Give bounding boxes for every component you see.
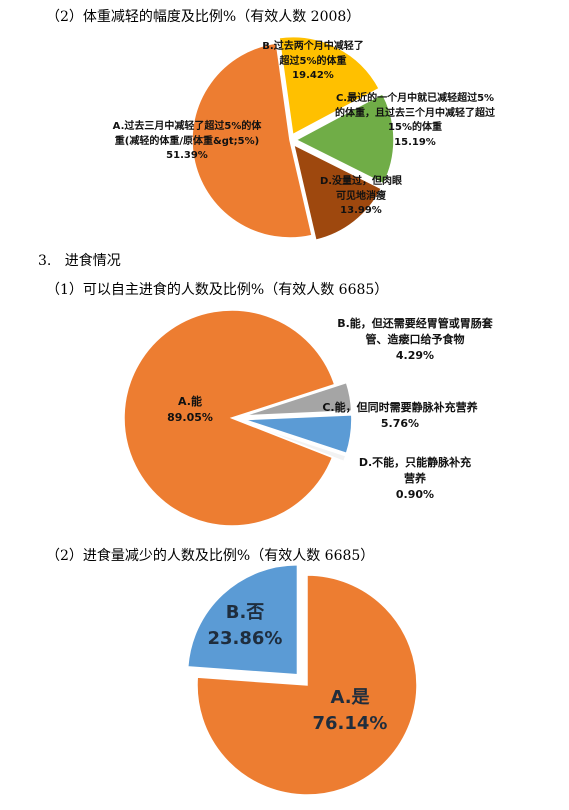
slice-label: A.是 76.14% <box>295 685 405 737</box>
slice-label: B.过去两个月中减轻了超过5%的体重 19.42% <box>258 40 368 84</box>
slice-value: 15.19% <box>394 136 436 148</box>
slice-category: D.没量过，但肉眼可见地消瘦 <box>319 176 403 202</box>
pie-slice <box>243 414 353 455</box>
heading: 3. 进食情况 <box>38 253 121 269</box>
slice-label: A.能 89.05% <box>140 394 240 426</box>
slice-label: C.最近的一个月中就已减轻超过5%的体重，且过去三个月中减轻了超过15%的体重 1… <box>335 92 495 150</box>
slice-category: D.不能，只能静脉补充营养 <box>358 456 472 485</box>
slice-category: A.是 <box>330 687 370 708</box>
slice-category: A.过去三月中减轻了超过5%的体重(减轻的体重/原体重&gt;5%) <box>112 121 262 147</box>
slice-value: 5.76% <box>380 416 420 430</box>
slice-category: B.过去两个月中减轻了超过5%的体重 <box>262 41 364 67</box>
slice-category: B.能，但还需要经胃管或胃肠套管、造瘘口给予食物 <box>337 317 493 346</box>
slice-value: 19.42% <box>292 70 334 81</box>
slice-label: B.能，但还需要经胃管或胃肠套管、造瘘口给予食物 4.29% <box>330 316 500 364</box>
slice-label: B.否 23.86% <box>190 600 300 652</box>
slice-value: 0.90% <box>395 487 435 501</box>
slice-value: 76.14% <box>312 713 388 735</box>
pie-slice <box>186 564 299 676</box>
slice-label: D.不能，只能静脉补充营养 0.90% <box>355 455 475 503</box>
heading: （2）体重减轻的幅度及比例%（有效人数 2008） <box>46 9 361 25</box>
slice-category: C.能，但同时需要静脉补充营养 <box>322 401 478 414</box>
heading: （1）可以自主进食的人数及比例%（有效人数 6685） <box>46 282 389 298</box>
pie-slice <box>243 381 353 417</box>
pie-slice <box>191 42 313 239</box>
slice-value: 89.05% <box>167 410 213 424</box>
slice-value: 13.99% <box>340 205 382 216</box>
slice-category: C.最近的一个月中就已减轻超过5%的体重，且过去三个月中减轻了超过15%的体重 <box>335 93 495 133</box>
pie-slice <box>196 574 418 796</box>
slice-category: A.能 <box>178 395 202 408</box>
pie-slice <box>294 92 395 185</box>
slice-value: 23.86% <box>207 628 283 650</box>
heading: （2）进食量减少的人数及比例%（有效人数 6685） <box>46 548 375 564</box>
slice-value: 51.39% <box>166 150 208 161</box>
slice-label: A.过去三月中减轻了超过5%的体重(减轻的体重/原体重&gt;5%) 51.39% <box>112 120 262 164</box>
slice-category: B.否 <box>225 602 265 623</box>
pie-slice <box>123 309 336 527</box>
pie-slice <box>278 35 381 136</box>
slice-value: 4.29% <box>395 348 435 362</box>
slice-label: D.没量过，但肉眼可见地消瘦 13.99% <box>316 175 406 219</box>
slice-label: C.能，但同时需要静脉补充营养 5.76% <box>305 400 495 432</box>
pie-slice <box>292 143 383 242</box>
